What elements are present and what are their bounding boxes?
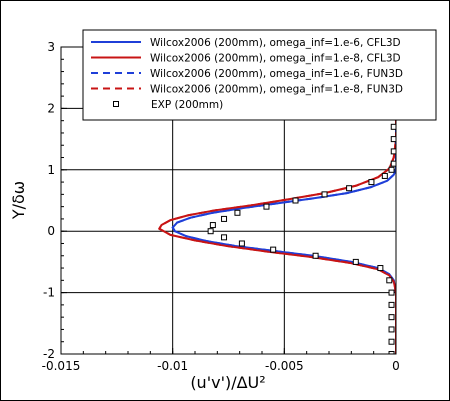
series-line-3 xyxy=(158,114,396,354)
exp-data-point xyxy=(388,338,395,345)
axis-ticks: -0.015 -0.01 -0.005 0 -2 -1 0 1 2 3 xyxy=(42,40,400,373)
x-tick-label: -0.015 xyxy=(42,359,81,373)
exp-data-point xyxy=(368,179,375,186)
exp-data-point xyxy=(346,185,353,192)
exp-data-point xyxy=(388,166,395,173)
exp-data-point xyxy=(207,228,214,235)
legend-swatch-4 xyxy=(113,101,119,107)
legend-label-2: Wilcox2006 (200mm), omega_inf=1.e-6, FUN… xyxy=(150,68,403,80)
legend: Wilcox2006 (200mm), omega_inf=1.e-6, CFL… xyxy=(82,29,437,121)
x-tick-label: -0.005 xyxy=(265,359,304,373)
y-tick-label: -1 xyxy=(43,286,55,300)
exp-data-point xyxy=(388,301,395,308)
legend-label-0: Wilcox2006 (200mm), omega_inf=1.e-6, CFL… xyxy=(150,37,401,49)
exp-data-point xyxy=(390,148,396,155)
y-tick-label: 1 xyxy=(47,163,55,177)
exp-data-point xyxy=(312,252,319,259)
exp-data-point xyxy=(352,258,359,265)
exp-data-point xyxy=(238,240,245,247)
series-line-1 xyxy=(158,114,396,354)
y-tick-label: 2 xyxy=(47,101,55,115)
exp-data-point xyxy=(388,314,395,321)
legend-box xyxy=(82,29,437,121)
exp-data-point xyxy=(390,160,396,167)
y-tick-label: 0 xyxy=(47,224,55,238)
exp-data-point xyxy=(388,289,395,296)
exp-data-point xyxy=(377,265,384,272)
legend-label-4: EXP (200mm) xyxy=(151,99,223,111)
exp-data-point xyxy=(390,136,396,143)
y-tick-label: -2 xyxy=(43,347,55,361)
exp-data-point xyxy=(388,351,395,354)
exp-data-point xyxy=(388,326,395,333)
exp-data-point xyxy=(263,203,270,210)
y-axis-label: Y/δω xyxy=(9,181,28,220)
exp-data-point xyxy=(221,234,228,241)
x-tick-label: -0.01 xyxy=(157,359,188,373)
exp-data-point xyxy=(234,209,241,216)
legend-label-1: Wilcox2006 (200mm), omega_inf=1.e-8, CFL… xyxy=(150,53,401,65)
exp-data-point xyxy=(209,222,216,229)
y-tick-label: 3 xyxy=(47,40,55,54)
exp-data-point xyxy=(321,191,328,198)
x-axis-label: (u'v')/ΔU² xyxy=(190,373,265,392)
exp-data-point xyxy=(292,197,299,204)
exp-data-point xyxy=(390,123,396,130)
legend-label-3: Wilcox2006 (200mm), omega_inf=1.e-8, FUN… xyxy=(150,84,403,96)
data-series xyxy=(158,108,396,354)
exp-data-point xyxy=(221,215,228,222)
exp-data-point xyxy=(386,277,393,284)
x-tick-label: 0 xyxy=(392,359,400,373)
series-line-2 xyxy=(171,108,396,354)
exp-data-point xyxy=(270,246,277,253)
exp-data-point xyxy=(381,172,388,179)
